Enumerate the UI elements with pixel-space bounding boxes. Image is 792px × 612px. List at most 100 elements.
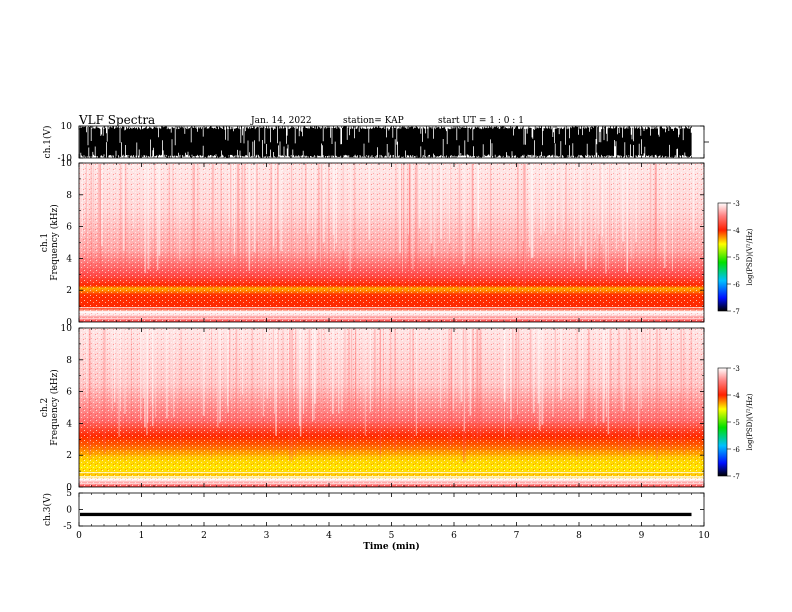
spectrogram-streak	[462, 329, 464, 463]
spectrogram-streak	[299, 329, 302, 437]
spectrogram-streak	[522, 164, 524, 288]
colorbar-tick-label: -3	[733, 365, 740, 373]
spectrogram-streak	[416, 164, 418, 268]
spectrogram-streak	[355, 329, 357, 449]
spectrogram-streak	[277, 164, 280, 230]
spectrogram-streak	[312, 164, 313, 237]
spectrogram-streak	[270, 164, 272, 298]
ch3-y-axis-label: ch.3(V)	[42, 493, 53, 526]
spectrogram-streak	[237, 164, 240, 274]
spectrogram-streak	[288, 329, 289, 417]
spectrogram-streak	[152, 329, 154, 427]
spectrogram-streak	[349, 164, 351, 271]
spectrogram-streak	[399, 164, 401, 253]
spectrogram-streak	[450, 164, 451, 284]
ch1-colorbar-gradient	[717, 202, 728, 312]
spectrogram-streak	[99, 164, 101, 274]
spectrogram-streak	[515, 329, 517, 451]
spectrogram-streak	[512, 329, 514, 445]
ch1-spectrogram-streaks	[79, 164, 704, 320]
spectrogram-streak	[562, 164, 564, 231]
spectrogram-streak	[588, 329, 590, 446]
spectrogram-streak	[344, 329, 346, 459]
time-tick-label: 5	[389, 531, 395, 541]
spectrogram-streak	[289, 329, 291, 461]
start-time-label: start UT = 1 : 0 : 1	[438, 116, 524, 126]
spectrogram-streak	[273, 329, 275, 462]
spectrogram-streak	[280, 164, 283, 251]
ch1-y-axis-label: ch.1(V)	[42, 126, 53, 159]
spectrogram-streak	[147, 164, 150, 270]
spectrogram-streak	[314, 164, 316, 260]
spectrogram-streak	[472, 164, 474, 298]
spectrogram-channel-label: ch.1	[40, 233, 50, 252]
ch3-y-tick-label: 0	[66, 506, 72, 516]
colorbar-tick-label: -5	[733, 254, 740, 262]
spectrogram-streak	[656, 329, 658, 460]
spectrogram-streak	[601, 164, 603, 245]
spectrogram-streak	[220, 164, 222, 295]
time-tick-label: 9	[639, 531, 645, 541]
spectrogram-streak	[629, 329, 631, 454]
spectrogram-streak	[438, 164, 440, 296]
spectrogram-streak	[516, 329, 519, 443]
spectrogram-streak	[389, 329, 392, 434]
freq-tick-label: 4	[66, 419, 72, 429]
spectrogram-streak	[585, 164, 587, 290]
ch1-waveform-trace	[79, 126, 692, 158]
spectrogram-streak	[641, 329, 643, 450]
spectrogram-streak	[477, 164, 480, 233]
spectrogram-streak	[99, 164, 101, 268]
spectrogram-streak	[618, 329, 620, 452]
spectrogram-streak	[489, 164, 492, 283]
spectrogram-streak	[291, 164, 293, 289]
spectrogram-streak	[412, 329, 414, 445]
spectrogram-streak	[626, 329, 628, 452]
spectrogram-streak	[460, 329, 463, 402]
spectrogram-streak	[379, 329, 381, 455]
spectrogram-streak	[418, 164, 421, 229]
spectrogram-streak	[243, 164, 246, 269]
spectrogram-streak	[663, 164, 666, 268]
spectrogram-streak	[338, 329, 340, 414]
spectrogram-streak	[291, 329, 293, 461]
spectrogram-streak	[290, 329, 292, 463]
spectrogram-streak	[255, 164, 258, 279]
colorbar-tick-label: -7	[733, 308, 740, 316]
spectrogram-streak	[530, 164, 533, 259]
spectrogram-streak	[510, 329, 512, 420]
spectrogram-streak	[266, 329, 268, 399]
spectrogram-streak	[532, 329, 535, 414]
spectrogram-streak	[409, 164, 411, 268]
spectrogram-streak	[124, 329, 125, 463]
spectrogram-streak	[91, 164, 93, 232]
spectrogram-streak	[431, 164, 433, 291]
spectrogram-streak	[479, 329, 482, 437]
time-tick-label: 2	[201, 531, 207, 541]
spectrogram-streak	[98, 164, 100, 282]
spectrogram-streak	[320, 164, 321, 267]
spectrogram-streak	[354, 329, 357, 443]
spectrogram-streak	[118, 329, 120, 437]
ch1-colorbar: -3 -4 -5 -6 -7 log(PSD)(V²/Hz)	[717, 200, 754, 316]
spectrogram-streak	[458, 164, 461, 296]
spectrogram-streak	[142, 329, 144, 398]
spectrogram-streak	[113, 329, 116, 403]
ch3-waveform-panel: 5 0 -5 ch.3(V) 0 1 2 3 4 5 6 7 8 9 10 Time (min)	[42, 489, 710, 552]
spectrogram-streak	[140, 329, 142, 421]
spectrogram-streak	[476, 329, 478, 443]
spectrogram-streak	[471, 164, 474, 288]
spectrogram-streak	[671, 164, 673, 271]
freq-tick-label: 0	[66, 483, 72, 493]
spectrogram-streak	[331, 329, 334, 414]
ch1-y-tick-label: 10	[61, 122, 73, 132]
time-tick-label: 4	[326, 531, 332, 541]
spectrogram-streak	[318, 164, 320, 271]
freq-tick-label: 8	[66, 356, 72, 366]
spectrogram-streak	[524, 164, 526, 271]
freq-tick-label: 2	[66, 451, 72, 461]
ch1-y-tick-label: -10	[58, 154, 73, 164]
spectrogram-streak	[579, 164, 582, 247]
spectrogram-streak	[192, 164, 193, 294]
spectrogram-streak	[202, 329, 205, 416]
